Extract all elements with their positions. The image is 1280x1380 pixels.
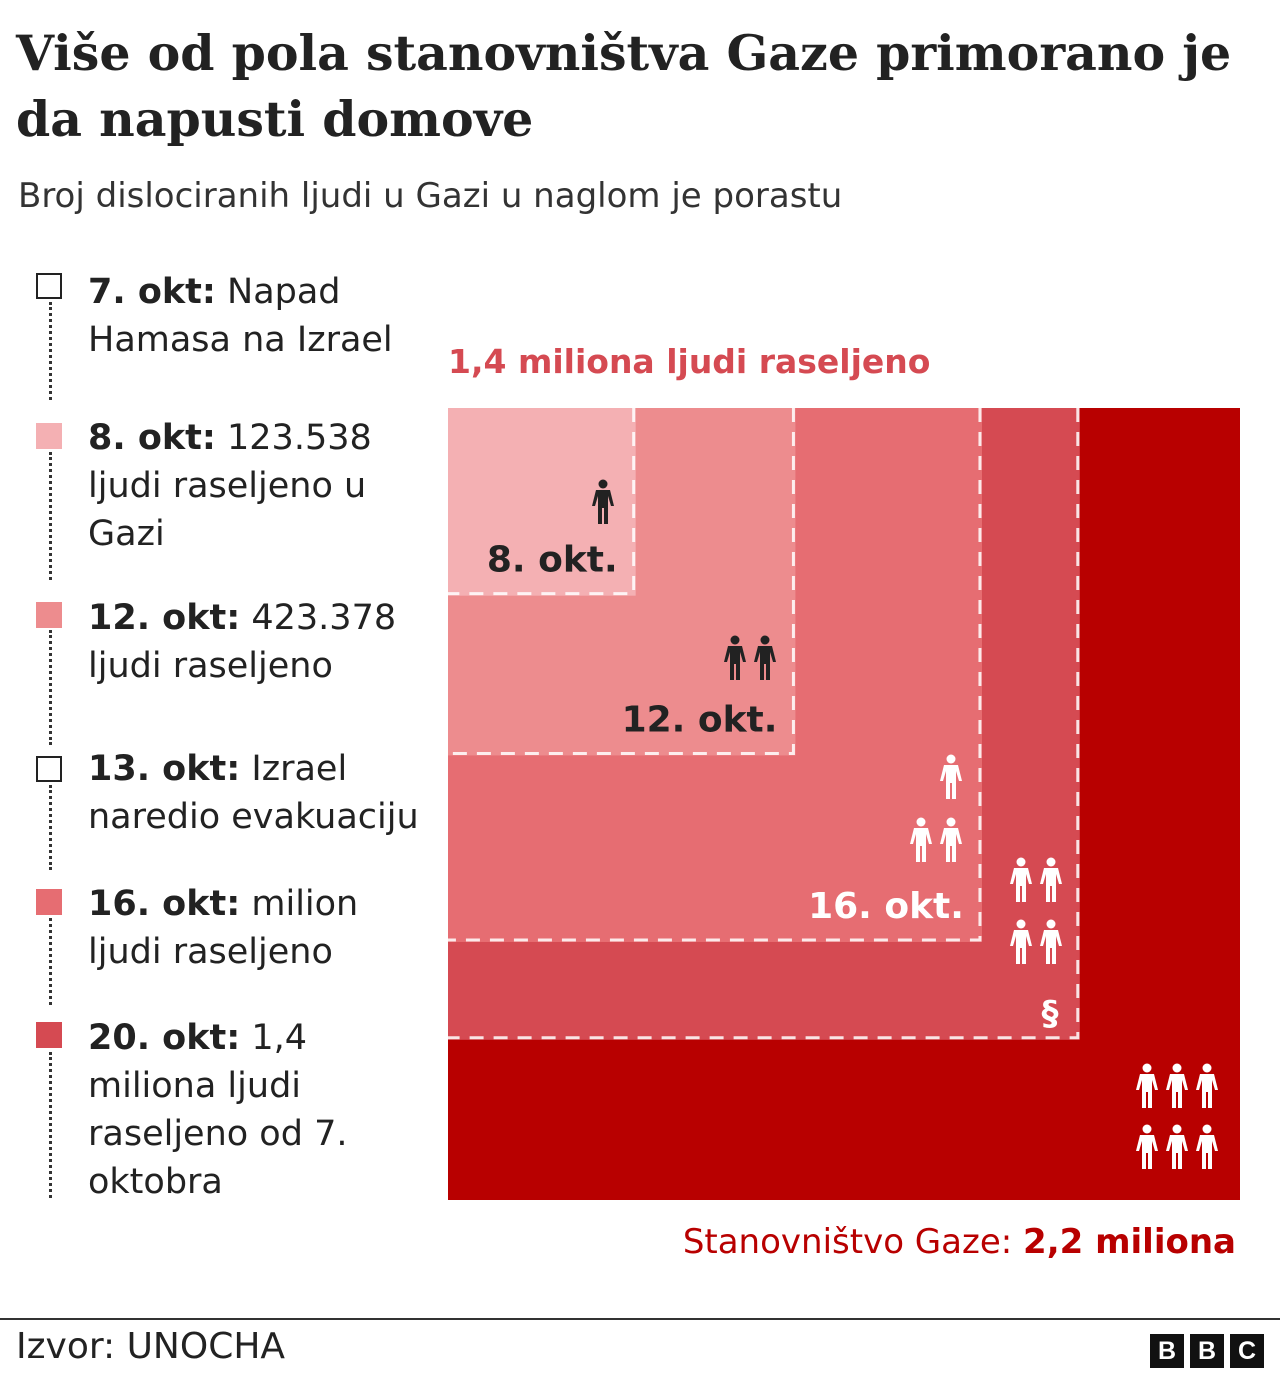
legend-item: 20. okt: 1,4 miliona ljudi raseljeno od …: [88, 1014, 438, 1206]
legend-text: Izrael naredio evakuaciju: [88, 749, 419, 837]
person-icon: [1040, 919, 1062, 964]
footer-divider: [0, 1318, 1280, 1320]
legend-date: 8. okt:: [88, 418, 216, 458]
person-icon: [1040, 857, 1062, 902]
date-label: 16. okt.: [808, 886, 964, 927]
timeline-dotted-line: [49, 630, 52, 745]
legend-text: Napad Hamasa na Izrael: [88, 272, 393, 360]
square-dashed-border: [448, 408, 636, 596]
legend-item: 8. okt: 123.538 ljudi raseljeno u Gazi: [88, 414, 438, 558]
timeline-dotted-line: [49, 785, 52, 870]
timeline-dotted-line: [49, 1052, 52, 1198]
person-icon: [754, 635, 776, 680]
person-icon: [910, 817, 932, 862]
population-value: 2,2 miliona: [1023, 1222, 1236, 1262]
legend-text: 123.538 ljudi raseljeno u Gazi: [88, 418, 372, 554]
person-icon: [724, 635, 746, 680]
legend-text: 1,4 miliona ljudi raseljeno od 7. oktobr…: [88, 1018, 348, 1202]
source-text: Izvor: UNOCHA: [16, 1326, 286, 1367]
person-icon: [592, 479, 614, 524]
legend-marker: [36, 756, 62, 782]
timeline-dotted-line: [49, 918, 52, 1005]
legend-marker: [36, 1022, 62, 1048]
legend-marker: [36, 889, 62, 915]
legend-date: 13. okt:: [88, 749, 241, 789]
person-icon: [1010, 919, 1032, 964]
legend-marker: [36, 273, 62, 299]
person-icon: [1136, 1124, 1158, 1169]
legend-date: 12. okt:: [88, 598, 241, 638]
person-icon: [1196, 1124, 1218, 1169]
legend-marker: [36, 602, 62, 628]
legend-item: 7. okt: Napad Hamasa na Izrael: [88, 268, 438, 364]
legend-marker: [36, 423, 62, 449]
legend-text: milion ljudi raseljeno: [88, 884, 359, 972]
person-icon: [1136, 1063, 1158, 1108]
legend-text: 423.378 ljudi raseljeno: [88, 598, 397, 686]
page-title: Više od pola stanovništva Gaze primorano…: [16, 24, 1232, 148]
person-icon: [1166, 1124, 1188, 1169]
legend-date: 16. okt:: [88, 884, 241, 924]
legend-item: 12. okt: 423.378 ljudi raseljeno: [88, 594, 438, 690]
date-label: 12. okt.: [622, 699, 778, 740]
timeline-dotted-line: [49, 302, 52, 400]
legend-date: 20. okt:: [88, 1018, 241, 1058]
person-icon: [1196, 1063, 1218, 1108]
person-icon: [1166, 1063, 1188, 1108]
person-icon: [940, 817, 962, 862]
chart-title: 1,4 miliona ljudi raseljeno: [448, 342, 931, 381]
section-symbol: §: [1042, 994, 1059, 1034]
date-label: 8. okt.: [487, 540, 618, 581]
legend-date: 7. okt:: [88, 272, 216, 312]
person-icon: [1010, 857, 1032, 902]
population-label: Stanovništvo Gaze: 2,2 miliona: [683, 1222, 1236, 1262]
square-dashed-border: [448, 408, 1080, 1040]
timeline-dotted-line: [49, 452, 52, 580]
legend-item: 16. okt: milion ljudi raseljeno: [88, 880, 438, 976]
subtitle: Broj dislociranih ljudi u Gazi u naglom …: [18, 176, 843, 216]
population-text: Stanovništvo Gaze:: [682, 1222, 1013, 1262]
legend-item: 13. okt: Izrael naredio evakuaciju: [88, 745, 438, 841]
square-dashed-border: [448, 408, 795, 755]
person-icon: [940, 754, 962, 799]
square-dashed-border: [448, 408, 982, 942]
